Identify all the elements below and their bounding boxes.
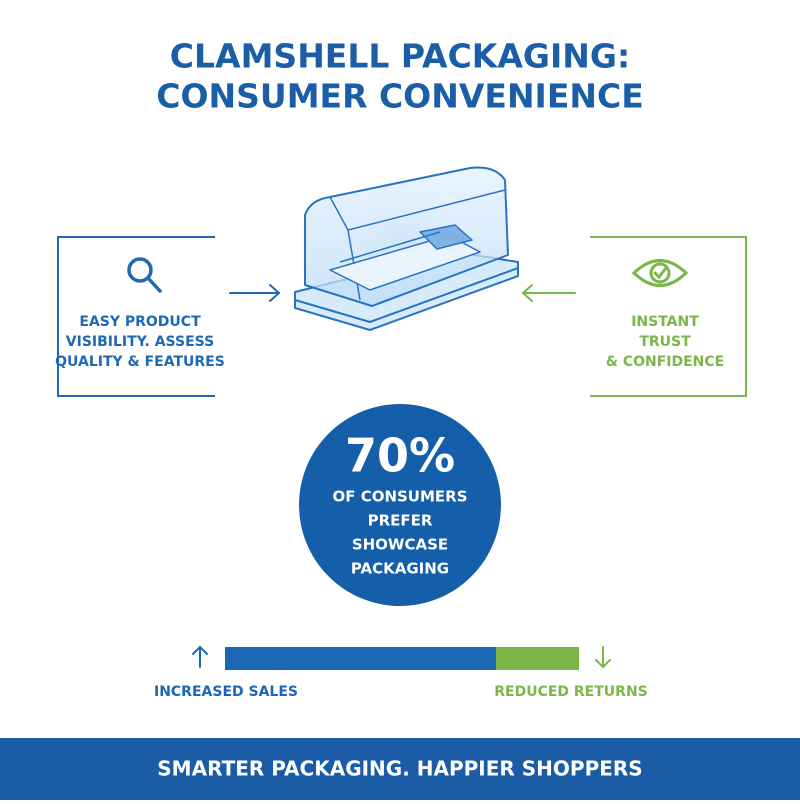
magnifier-icon [127, 257, 162, 293]
stat-text: PACKAGING [351, 560, 449, 578]
arrow-up [192, 645, 208, 668]
right-panel-text: & CONFIDENCE [606, 354, 725, 370]
right-panel-text: TRUST [639, 334, 691, 350]
right-panel-text: INSTANT [631, 314, 699, 330]
arrow-right [229, 284, 281, 302]
arrow-left [521, 284, 576, 302]
outcome-bar-green [496, 647, 579, 670]
left-panel-text: VISIBILITY. ASSESS [66, 334, 214, 350]
stat-text: PREFER [368, 512, 433, 530]
left-panel-text: EASY PRODUCT [79, 314, 201, 330]
outcome-label: REDUCED RETURNS [494, 684, 648, 700]
title-line: CONSUMER CONVENIENCE [156, 77, 644, 116]
left-panel-frame [57, 236, 215, 397]
footer-text: SMARTER PACKAGING. HAPPIER SHOPPERS [157, 757, 642, 781]
outcome-bar-blue [225, 647, 496, 670]
stat-text: OF CONSUMERS [332, 488, 467, 506]
title-line: CLAMSHELL PACKAGING: [170, 37, 630, 76]
outcome-label: INCREASED SALES [154, 684, 298, 700]
right-panel-frame [590, 236, 747, 397]
arrow-down [595, 646, 611, 669]
stat-circle [299, 404, 501, 606]
footer-band [0, 738, 800, 800]
eye-icon [631, 259, 689, 287]
left-panel-text: QUALITY & FEATURES [55, 354, 225, 370]
stat-text: SHOWCASE [352, 536, 448, 554]
clamshell-illustration [294, 166, 519, 331]
stat-value: 70% [345, 429, 455, 483]
